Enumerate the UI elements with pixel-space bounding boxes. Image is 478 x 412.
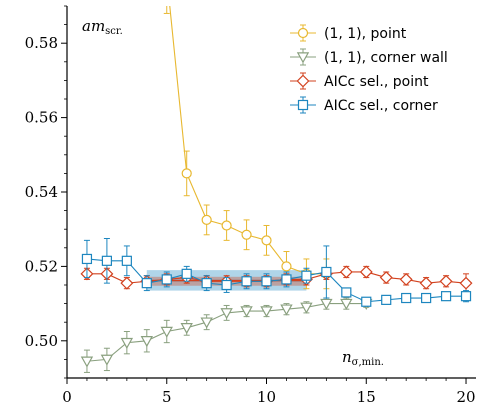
data-point (341, 287, 352, 298)
data-point (80, 356, 94, 368)
series-layer (80, 6, 473, 373)
data-point (181, 168, 192, 179)
data-point (440, 291, 452, 302)
data-point (240, 306, 253, 318)
data-point (281, 261, 292, 272)
series-0 (163, 6, 332, 290)
x-tick-label: 5 (162, 388, 172, 406)
legend-label: AICc sel., point (324, 74, 429, 90)
legend-label: (1, 1), point (324, 26, 407, 42)
data-point (161, 274, 172, 285)
data-point (241, 276, 252, 287)
data-point (120, 337, 134, 350)
y-tick-label: 0.52 (25, 257, 58, 275)
data-point (160, 326, 173, 338)
data-point (181, 268, 192, 279)
x-tick-label: 0 (62, 388, 72, 406)
data-point (439, 274, 453, 288)
data-point (141, 278, 152, 289)
data-point (280, 304, 293, 316)
y-axis-name: amscr. (82, 17, 123, 37)
x-tick-label: 15 (357, 388, 376, 406)
data-point (301, 270, 312, 281)
y-tick-label: 0.54 (25, 183, 58, 201)
data-point (419, 276, 433, 290)
y-tick-label: 0.58 (25, 34, 58, 52)
data-point (140, 336, 153, 348)
data-point (220, 308, 233, 320)
data-point (361, 296, 372, 307)
x-tick-label: 20 (456, 388, 475, 406)
legend-marker (296, 52, 310, 64)
data-point (121, 255, 132, 266)
data-point (241, 229, 252, 240)
axes-layer: 0 5 10 15 20 0.50 0.52 0.54 0.56 0.58 (25, 5, 476, 406)
data-point (261, 235, 272, 246)
data-point (320, 298, 333, 311)
data-point (321, 266, 332, 278)
data-point (200, 317, 213, 329)
data-point (120, 276, 134, 290)
y-tick-label: 0.50 (25, 332, 58, 350)
data-point (201, 214, 212, 225)
y-tick-label: 0.56 (25, 109, 58, 127)
legend: (1, 1), point (1, 1), corner wall AICc sel… (290, 24, 448, 114)
data-point (459, 276, 473, 290)
data-point (201, 278, 212, 289)
data-point (359, 265, 373, 279)
data-point (261, 276, 272, 287)
legend-entry-3: AICc sel., corner (290, 96, 438, 114)
data-point (421, 292, 432, 304)
legend-entry-1: (1, 1), corner wall (290, 48, 448, 66)
data-point (300, 302, 313, 314)
legend-label: (1, 1), corner wall (324, 50, 448, 66)
legend-marker (296, 74, 310, 88)
data-point (460, 291, 472, 302)
data-point (401, 292, 412, 304)
data-point (81, 253, 93, 265)
data-point (221, 220, 232, 231)
data-point (100, 354, 114, 366)
data-point (340, 298, 353, 311)
legend-entry-2: AICc sel., point (290, 72, 429, 90)
data-point (399, 272, 413, 286)
data-point (281, 274, 292, 285)
data-point (101, 255, 113, 266)
data-point (221, 279, 232, 291)
data-point (339, 265, 353, 279)
data-point (180, 323, 193, 335)
data-point (379, 271, 393, 285)
legend-marker (297, 99, 309, 111)
legend-label: AICc sel., corner (324, 98, 438, 114)
x-axis-name: nσ,min. (342, 348, 384, 368)
series-3 (81, 238, 472, 307)
series-1 (80, 297, 373, 373)
legend-entry-0: (1, 1), point (290, 24, 407, 42)
legend-marker (297, 27, 309, 39)
data-point (381, 294, 392, 305)
x-tick-label: 10 (257, 388, 276, 406)
data-point (260, 306, 273, 318)
